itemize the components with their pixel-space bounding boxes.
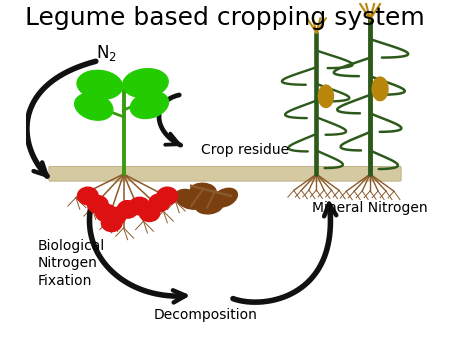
- Circle shape: [95, 204, 116, 221]
- Circle shape: [117, 201, 138, 218]
- Circle shape: [157, 187, 178, 205]
- Text: Legume based cropping system: Legume based cropping system: [25, 6, 425, 30]
- Circle shape: [105, 208, 126, 225]
- FancyBboxPatch shape: [49, 166, 401, 181]
- Circle shape: [101, 214, 122, 232]
- Text: N$_2$: N$_2$: [96, 43, 117, 63]
- Text: Mineral Nitrogen: Mineral Nitrogen: [312, 201, 428, 215]
- Ellipse shape: [130, 92, 169, 119]
- Ellipse shape: [318, 85, 333, 107]
- Ellipse shape: [213, 188, 237, 207]
- Ellipse shape: [195, 197, 223, 214]
- Text: Crop residue: Crop residue: [201, 144, 289, 158]
- Ellipse shape: [190, 183, 216, 198]
- Text: Biological
Nitrogen
Fixation: Biological Nitrogen Fixation: [38, 239, 105, 288]
- Circle shape: [87, 196, 108, 213]
- Ellipse shape: [123, 69, 168, 98]
- Circle shape: [77, 187, 98, 205]
- Circle shape: [129, 197, 150, 215]
- Ellipse shape: [176, 189, 203, 209]
- Text: Decomposition: Decomposition: [153, 309, 257, 322]
- Ellipse shape: [75, 93, 113, 120]
- Ellipse shape: [372, 77, 388, 101]
- Ellipse shape: [77, 70, 122, 99]
- Circle shape: [149, 194, 170, 211]
- Circle shape: [139, 204, 160, 221]
